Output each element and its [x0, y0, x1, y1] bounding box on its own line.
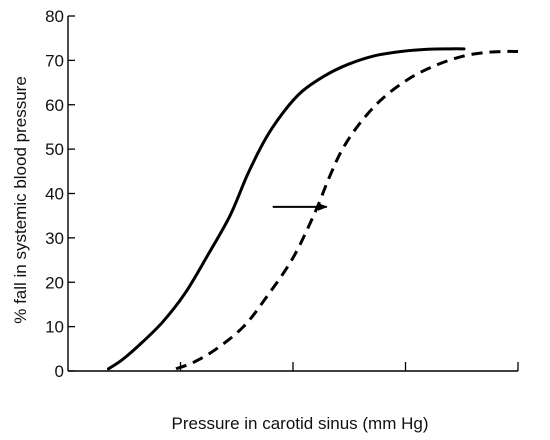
- y-tick-label-50: 50: [45, 140, 64, 159]
- x-ticks: [179, 362, 519, 371]
- x-axis: [68, 362, 519, 372]
- y-axis-title: % fall in systemic blood pressure: [11, 76, 30, 324]
- y-tick-label-20: 20: [45, 273, 64, 292]
- x-axis-title: Pressure in carotid sinus (mm Hg): [172, 414, 429, 433]
- y-ticks: 0 10 20 30 40 50 60 70 80: [45, 7, 75, 381]
- y-tick-label-40: 40: [45, 185, 64, 204]
- y-tick-label-30: 30: [45, 229, 64, 248]
- series-1-dashed-curve: [175, 49, 519, 371]
- y-tick-label-70: 70: [45, 51, 64, 70]
- series-layer: [107, 47, 519, 371]
- y-tick-label-0: 0: [55, 362, 64, 381]
- y-tick-label-80: 80: [45, 7, 64, 26]
- y-tick-label-60: 60: [45, 96, 64, 115]
- series-0-solid-curve: [107, 47, 466, 371]
- y-tick-label-10: 10: [45, 318, 64, 337]
- y-axis: 0 10 20 30 40 50 60 70 80: [45, 7, 75, 381]
